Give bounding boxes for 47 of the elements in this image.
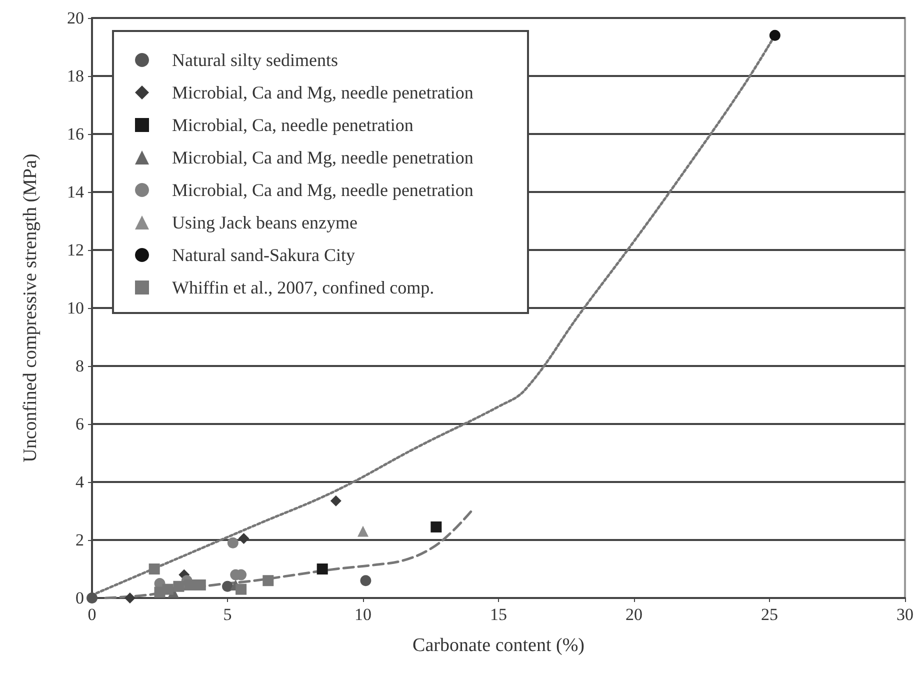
y-tick-label: 8 <box>76 356 84 376</box>
x-tick-label: 0 <box>88 605 96 624</box>
point <box>86 592 98 604</box>
point <box>316 564 328 574</box>
y-tick-label: 0 <box>76 588 84 608</box>
point <box>162 584 174 595</box>
point <box>238 533 250 544</box>
point <box>124 592 136 604</box>
line-series <box>104 510 473 600</box>
x-tick-label: 20 <box>626 605 642 624</box>
x-tick-label: 10 <box>354 605 372 624</box>
y-tick-label: 20 <box>67 8 84 28</box>
y-tick-label: 12 <box>67 240 84 260</box>
x-axis-title: Carbonate content (%) <box>412 635 584 656</box>
y-tick-label: 18 <box>67 66 84 86</box>
point <box>184 579 196 590</box>
legend-label: Microbial, Ca and Mg, needle penetration <box>172 180 474 200</box>
legend-label: Microbial, Ca and Mg, needle penetration <box>172 148 474 168</box>
point <box>330 495 342 506</box>
point <box>148 564 160 574</box>
point <box>173 580 184 592</box>
x-tick-label: 5 <box>223 605 232 624</box>
y-tick-label: 4 <box>76 472 84 492</box>
point <box>194 579 206 590</box>
legend-label: Natural sand-Sakura City <box>172 245 355 265</box>
point <box>262 575 274 586</box>
legend-label: Microbial, Ca, needle penetration <box>172 115 414 135</box>
point <box>222 580 233 592</box>
y-tick-label: 14 <box>67 182 84 202</box>
point <box>430 521 442 532</box>
point <box>769 30 780 41</box>
legend-label: Microbial, Ca and Mg, needle penetration <box>172 82 474 102</box>
x-tick-label: 30 <box>896 605 914 624</box>
y-tick-label: 10 <box>67 298 84 318</box>
legend-label: Natural silty sediments <box>172 50 338 70</box>
y-tick-label: 16 <box>67 124 84 144</box>
point <box>236 584 247 595</box>
y-tick-label: 2 <box>76 530 84 550</box>
point <box>360 575 372 586</box>
point <box>227 537 238 548</box>
y-tick-label: 6 <box>76 414 84 434</box>
legend-label: Using Jack beans enzyme <box>172 212 358 232</box>
y-axis-title: Unconfined compressive strength (MPa) <box>20 154 41 462</box>
x-tick-label: 15 <box>490 605 507 624</box>
legend-label: Whiffin et al., 2007, confined comp. <box>172 278 434 298</box>
x-tick-label: 25 <box>761 605 778 624</box>
point <box>358 526 368 537</box>
